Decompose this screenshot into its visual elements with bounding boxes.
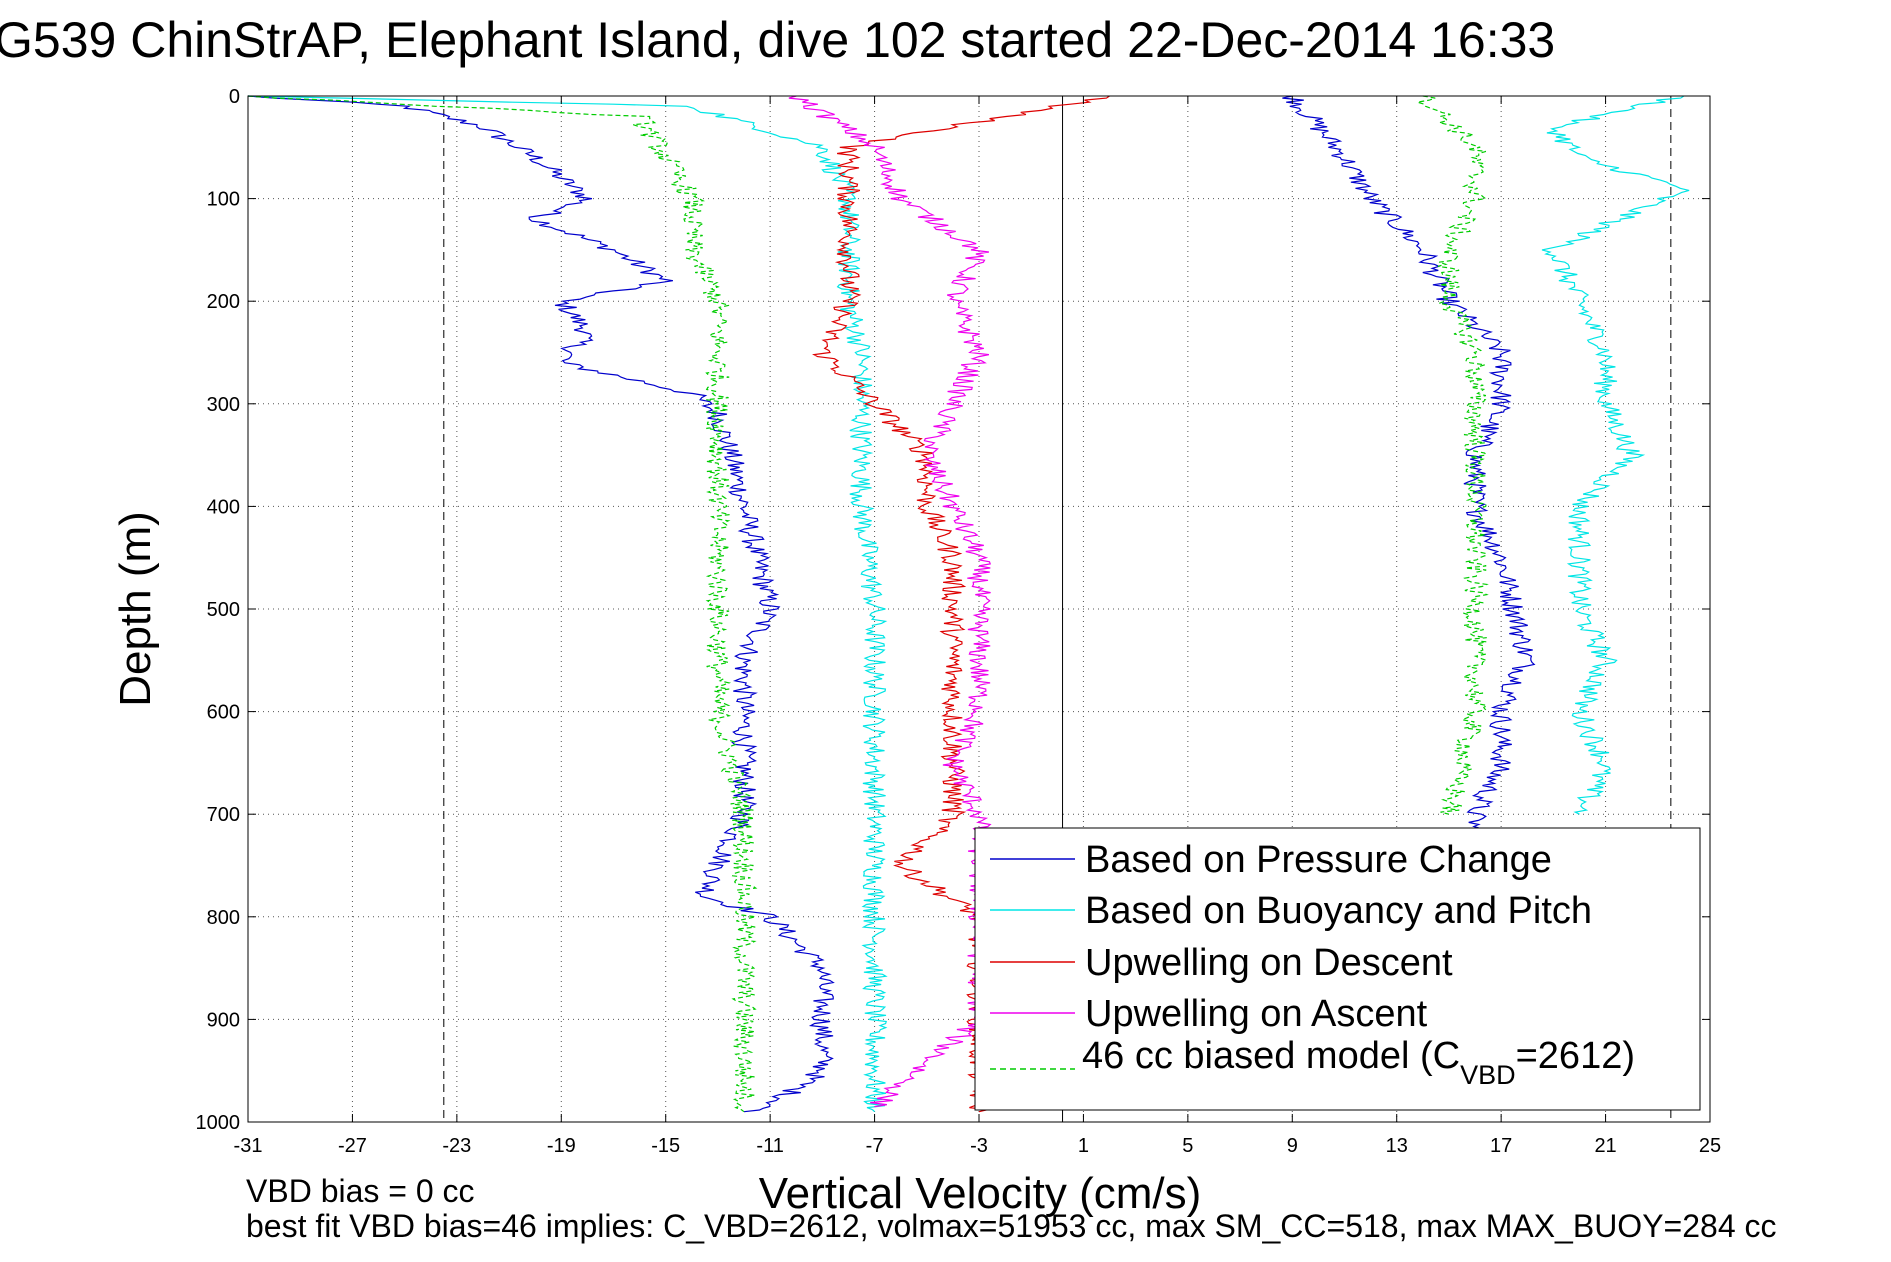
y-tick-label: 600 <box>207 702 240 724</box>
x-tick-label: 21 <box>1594 1135 1616 1157</box>
series-0-ascent-line <box>1282 95 1536 836</box>
x-tick-label: -7 <box>866 1135 884 1157</box>
x-tick-label: 17 <box>1490 1135 1512 1157</box>
x-tick-label: -19 <box>547 1135 576 1157</box>
legend-label-2: Upwelling on Descent <box>1085 942 1453 984</box>
legend-label-4: 46 cc biased model (CVBD=2612) <box>1082 1035 1635 1090</box>
series-3-ascent-line <box>788 95 992 1108</box>
axis-ticks: -31 -27 -23 -19 -15 -11 -7 -3 1 5 9 13 17 21 250100200… <box>196 86 1722 1157</box>
x-tick-label: -11 <box>756 1135 783 1157</box>
series-4-ascent-line <box>1417 95 1489 815</box>
x-tick-label: -3 <box>970 1135 988 1157</box>
chart-title: G539 ChinStrAP, Elephant Island, dive 10… <box>0 12 1555 68</box>
y-tick-label: 800 <box>207 907 240 929</box>
legend-label-1: Based on Buoyancy and Pitch <box>1085 890 1592 932</box>
legend-label-0: Based on Pressure Change <box>1085 839 1552 881</box>
x-tick-label: -23 <box>442 1135 471 1157</box>
legend-label-3: Upwelling on Ascent <box>1085 993 1428 1035</box>
y-tick-label: 0 <box>229 86 240 108</box>
y-tick-label: 200 <box>207 291 240 313</box>
x-tick-label: -31 <box>234 1135 263 1157</box>
x-tick-label: -15 <box>651 1135 680 1157</box>
y-tick-label: 1000 <box>196 1112 241 1134</box>
y-tick-label: 100 <box>207 189 240 211</box>
y-axis-label: Depth (m) <box>111 511 160 707</box>
y-tick-label: 500 <box>207 599 240 621</box>
footer-bias: VBD bias = 0 cc <box>246 1173 475 1209</box>
y-tick-label: 700 <box>207 804 240 826</box>
x-tick-label: 13 <box>1386 1135 1408 1157</box>
y-tick-label: 400 <box>207 496 240 518</box>
footer-fit: best fit VBD bias=46 implies: C_VBD=2612… <box>246 1208 1777 1244</box>
y-tick-label: 900 <box>207 1009 240 1031</box>
x-tick-label: 1 <box>1078 1135 1089 1157</box>
series-0-descent-line <box>247 95 835 1113</box>
x-axis-label: Vertical Velocity (cm/s) <box>759 1169 1202 1218</box>
series-1-ascent-line <box>1541 95 1690 815</box>
legend-box <box>974 827 1701 1111</box>
x-tick-label: 5 <box>1182 1135 1193 1157</box>
legend: Based on Pressure Change Based on Buoyan… <box>974 827 1701 1111</box>
x-tick-label: -27 <box>338 1135 367 1157</box>
x-tick-label: 25 <box>1699 1135 1721 1157</box>
series-4-descent-line <box>247 95 758 1113</box>
y-tick-label: 300 <box>207 394 240 416</box>
x-tick-label: 9 <box>1287 1135 1298 1157</box>
